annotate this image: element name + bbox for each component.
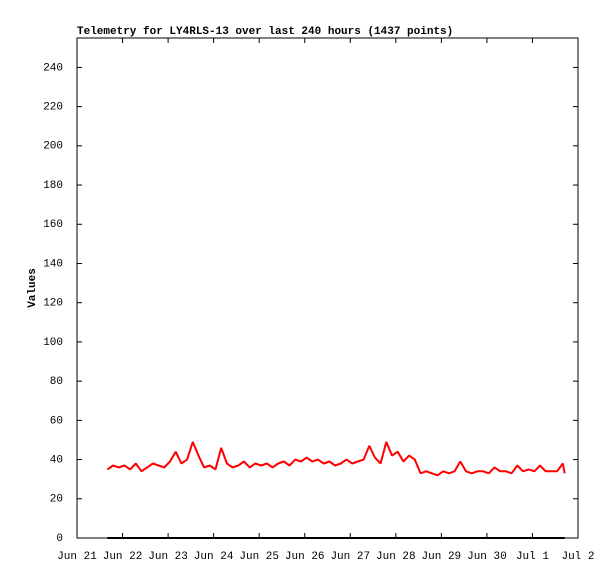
y-tick-label: 80 xyxy=(50,376,63,388)
x-tick-label: Jun 25 xyxy=(239,551,279,563)
y-tick-label: 200 xyxy=(43,141,63,153)
y-tick-label: 220 xyxy=(43,102,63,114)
x-tick-label: Jul 2 xyxy=(561,551,594,563)
y-tick-label: 180 xyxy=(43,180,63,192)
y-tick-label: 20 xyxy=(50,494,63,506)
y-axis-label: Values xyxy=(27,268,39,308)
x-tick-label: Jun 30 xyxy=(467,551,507,563)
y-tick-label: 0 xyxy=(56,533,63,545)
x-tick-label: Jun 27 xyxy=(330,551,370,563)
x-tick-label: Jun 29 xyxy=(422,551,462,563)
chart-title: Telemetry for LY4RLS-13 over last 240 ho… xyxy=(77,26,453,38)
x-tick-label: Jun 26 xyxy=(285,551,325,563)
x-tick-label: Jun 21 xyxy=(57,551,97,563)
y-tick-label: 120 xyxy=(43,298,63,310)
x-tick-label: Jun 28 xyxy=(376,551,416,563)
x-tick-label: Jun 23 xyxy=(148,551,188,563)
y-tick-label: 60 xyxy=(50,415,63,427)
series-line xyxy=(106,441,566,477)
y-tick-label: 40 xyxy=(50,454,63,466)
y-tick-label: 240 xyxy=(43,62,63,74)
y-tick-label: 140 xyxy=(43,258,63,270)
x-tick-label: Jun 24 xyxy=(194,551,234,563)
x-tick-label: Jul 1 xyxy=(516,551,549,563)
y-tick-label: 100 xyxy=(43,337,63,349)
y-tick-label: 160 xyxy=(43,219,63,231)
x-tick-label: Jun 22 xyxy=(103,551,143,563)
